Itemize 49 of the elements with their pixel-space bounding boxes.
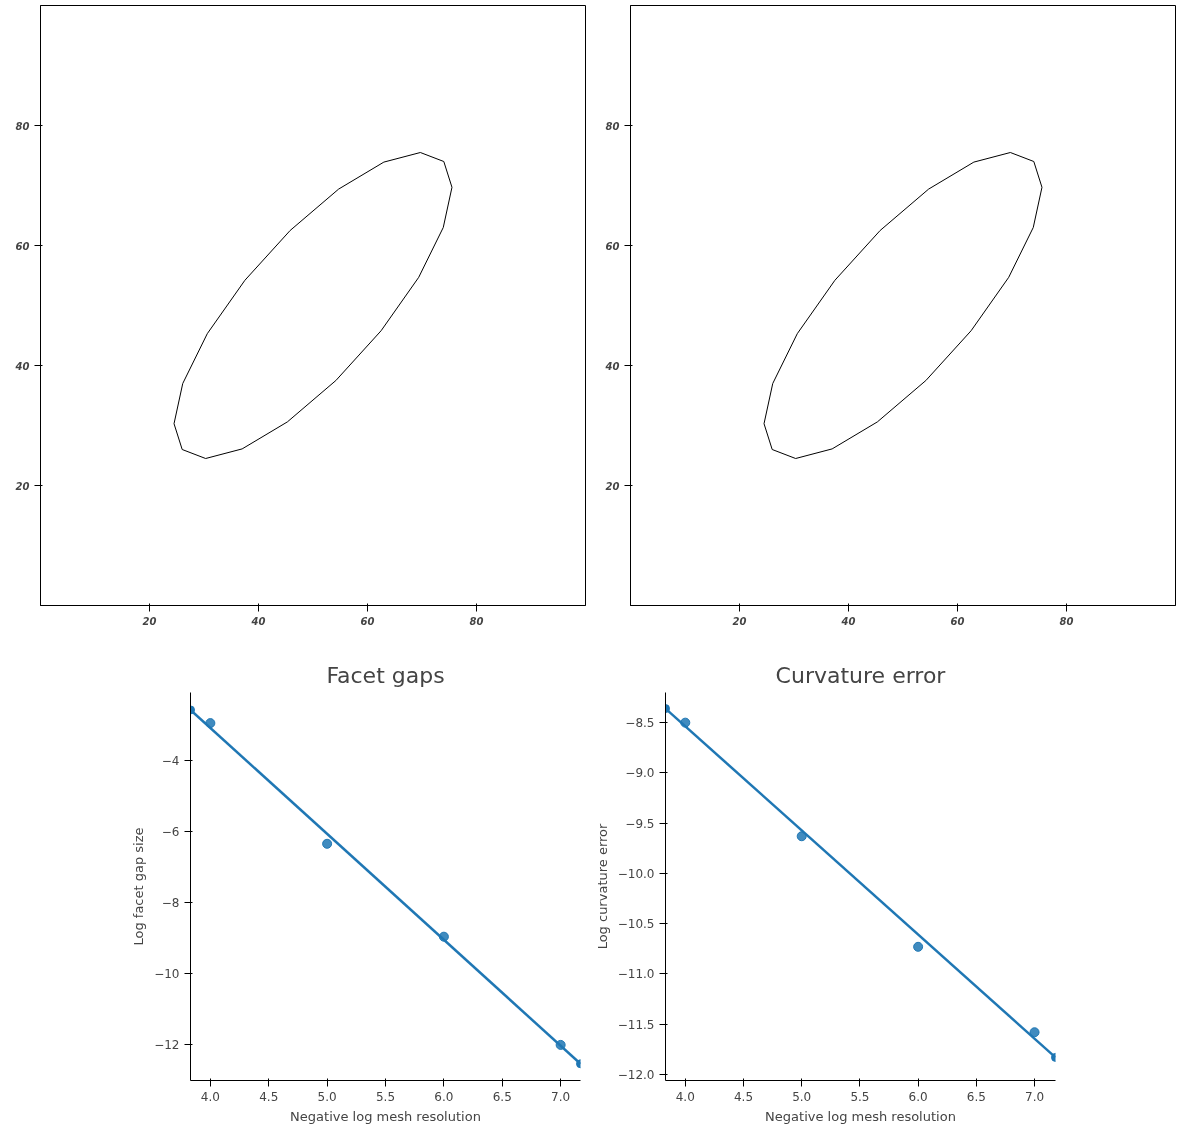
y-tick-label: 60 [605,240,620,252]
x-tick-label: 5.5 [375,1089,396,1104]
x-tick-label: 6.5 [966,1089,986,1104]
y-tick-label: 20 [605,480,620,492]
chart-title: Curvature error [775,662,947,688]
y-tick-label: 60 [15,240,30,252]
x-axis-title: Negative log mesh resolution [290,1108,481,1124]
y-tick-label: −6 [161,824,180,839]
y-tick-label: −12.0 [617,1067,655,1082]
y-tick-label: −11.0 [617,967,655,982]
y-tick-label: 80 [605,120,620,132]
y-tick-label: 20 [15,480,30,492]
y-axis-title: Log facet gap size [131,827,147,946]
x-tick-label: 5.0 [317,1089,337,1104]
y-tick-label: −8 [161,896,180,911]
y-tick-label: −10.5 [617,917,655,932]
x-tick-label: 4.5 [259,1089,279,1104]
x-tick-label: 4.0 [200,1089,220,1104]
x-tick-label: 40 [840,615,856,627]
x-tick-label: 20 [142,615,157,627]
x-tick-label: 40 [250,615,266,627]
y-tick-label: −10 [154,967,180,982]
x-tick-label: 7.0 [551,1089,571,1104]
x-tick-label: 7.0 [1025,1089,1045,1104]
x-tick-label: 6.0 [434,1089,454,1104]
x-tick-label: 80 [469,615,484,627]
x-tick-label: 60 [360,615,375,627]
y-axis-title: Log curvature error [594,822,610,950]
y-tick-label: 40 [604,360,620,372]
x-tick-label: 6.5 [492,1089,512,1104]
y-tick-label: −9.5 [625,816,655,831]
y-tick-label: −9.0 [625,766,655,781]
y-tick-label: −11.5 [617,1017,655,1032]
x-tick-label: 60 [950,615,965,627]
y-tick-label: −10.0 [617,866,655,881]
y-tick-label: −4 [161,753,180,768]
y-tick-label: −12 [154,1038,180,1053]
y-tick-label: 40 [14,360,30,372]
x-tick-label: 5.5 [850,1089,870,1104]
x-tick-label: 4.0 [675,1089,695,1104]
x-tick-label: 20 [732,615,747,627]
x-tick-label: 6.0 [908,1089,928,1104]
y-tick-label: 80 [15,120,30,132]
x-tick-label: 4.5 [733,1089,754,1104]
chart-title: Facet gaps [326,662,445,688]
x-axis-title: Negative log mesh resolution [765,1108,956,1124]
x-tick-label: 80 [1059,615,1074,627]
y-tick-label: −8.5 [625,716,655,731]
x-tick-label: 5.0 [792,1089,812,1104]
